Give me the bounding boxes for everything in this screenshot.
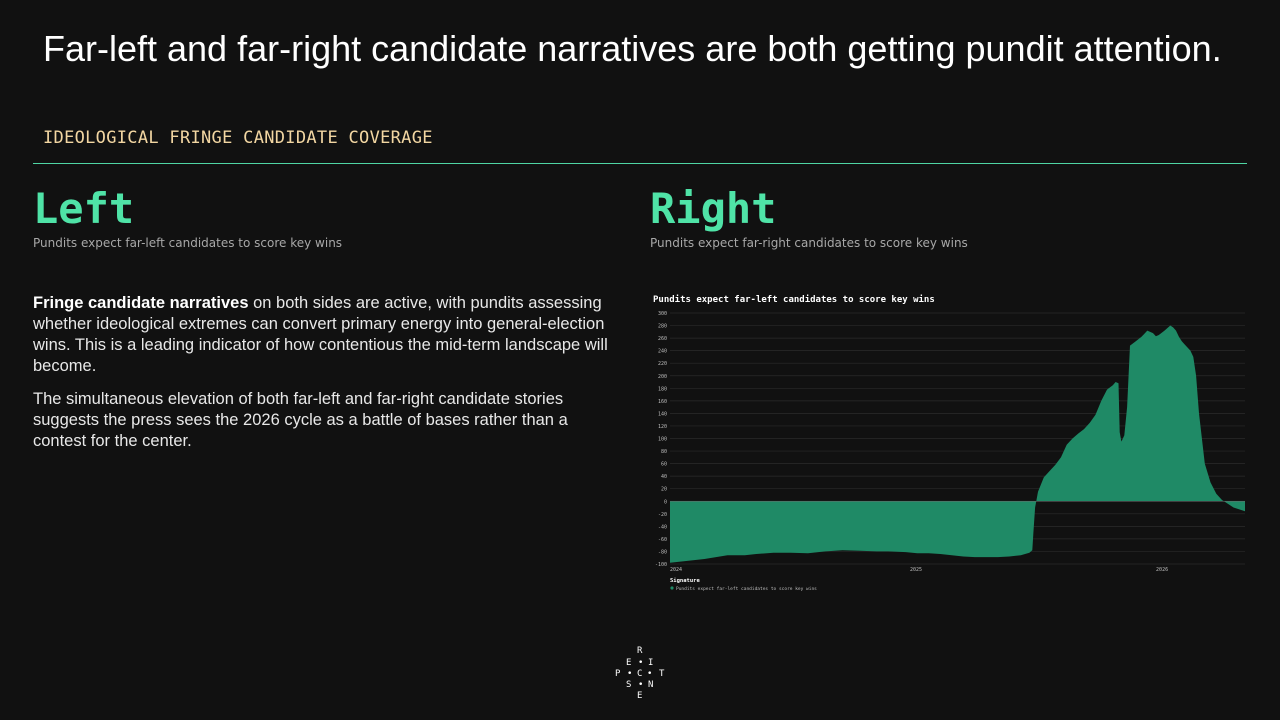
logo-letter: E — [626, 658, 632, 668]
logo-letter: S — [626, 680, 632, 690]
x-tick-label: 2024 — [670, 567, 682, 573]
left-heading: Left — [33, 184, 135, 233]
y-tick-label: 120 — [658, 424, 667, 430]
y-tick-label: 0 — [664, 499, 667, 505]
x-tick-label: 2026 — [1156, 567, 1168, 573]
logo-letter: R — [637, 646, 643, 656]
y-tick-label: 160 — [658, 399, 667, 405]
page-title: Far-left and far-right candidate narrati… — [43, 28, 1222, 69]
area-chart: Pundits expect far-left candidates to sc… — [653, 294, 1245, 592]
logo-letter: T — [659, 669, 665, 679]
y-tick-label: -20 — [658, 512, 667, 518]
y-tick-label: 60 — [661, 462, 667, 468]
y-tick-label: 200 — [658, 374, 667, 380]
body-paragraph-2: The simultaneous elevation of both far-l… — [33, 390, 568, 450]
legend-entry: Pundits expect far-left candidates to sc… — [676, 586, 817, 592]
y-tick-label: 140 — [658, 411, 667, 417]
y-tick-label: 220 — [658, 361, 667, 367]
y-tick-label: 40 — [661, 474, 667, 480]
body-paragraph-1-rest: on both sides are active, with pundits a… — [33, 294, 608, 375]
y-tick-label: 100 — [658, 437, 667, 443]
body-text: Fringe candidate narratives on both side… — [33, 293, 613, 464]
legend-title: Signature — [670, 578, 700, 584]
y-tick-label: -40 — [658, 524, 667, 530]
logo-dot: • — [638, 680, 644, 690]
logo-letter: N — [648, 680, 654, 690]
y-tick-label: 20 — [661, 487, 667, 493]
body-paragraph-1-lead: Fringe candidate narratives — [33, 294, 249, 312]
x-tick-label: 2025 — [910, 567, 922, 573]
y-tick-label: 280 — [658, 324, 667, 330]
logo-letter: I — [648, 658, 654, 668]
brand-logo: R E • I P • C • T S • N E — [612, 646, 668, 702]
logo-letter: P — [615, 669, 621, 679]
logo-letter: C — [637, 669, 643, 679]
chart-title: Pundits expect far-left candidates to sc… — [653, 294, 935, 305]
header-divider — [33, 163, 1247, 164]
y-tick-label: 180 — [658, 386, 667, 392]
logo-letter: E — [637, 691, 643, 701]
right-subheading: Pundits expect far-right candidates to s… — [650, 236, 968, 250]
y-tick-label: -80 — [658, 549, 667, 555]
right-heading: Right — [650, 184, 777, 233]
logo-dot: • — [647, 669, 653, 679]
y-tick-label: 80 — [661, 449, 667, 455]
logo-dot: • — [638, 658, 644, 668]
legend-swatch — [670, 586, 674, 590]
body-paragraph-1: Fringe candidate narratives on both side… — [33, 293, 613, 377]
y-tick-label: 240 — [658, 349, 667, 355]
left-subheading: Pundits expect far-left candidates to sc… — [33, 236, 343, 250]
y-tick-label: -60 — [658, 537, 667, 543]
y-tick-label: 260 — [658, 336, 667, 342]
y-tick-label: -100 — [655, 562, 667, 568]
y-tick-label: 300 — [658, 311, 667, 317]
logo-dot: • — [627, 669, 633, 679]
area-series — [670, 325, 1245, 563]
section-subtitle: IDEOLOGICAL FRINGE CANDIDATE COVERAGE — [43, 128, 433, 148]
